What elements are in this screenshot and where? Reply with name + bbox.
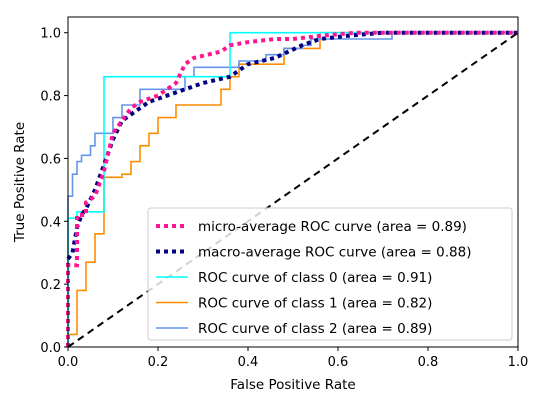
legend-label-2: ROC curve of class 0 (area = 0.91): [198, 270, 432, 286]
series-line-2: [67, 31, 518, 347]
legend-label-4: ROC curve of class 2 (area = 0.89): [198, 321, 432, 337]
y-tick-label: 0.6: [40, 152, 61, 167]
series-line-4: [67, 31, 518, 347]
x-tick-label: 0.6: [328, 355, 349, 370]
legend-label-1: macro-average ROC curve (area = 0.88): [198, 245, 471, 261]
y-tick-label: 0.0: [40, 341, 61, 356]
legend-label-0: micro-average ROC curve (area = 0.89): [198, 219, 467, 235]
series-line-5: [67, 31, 519, 348]
x-tick-label: 0.0: [58, 355, 79, 370]
x-tick-label: 0.4: [238, 355, 259, 370]
plot-lines: [66, 30, 519, 348]
x-tick-label: 0.8: [418, 355, 439, 370]
y-tick-label: 0.8: [40, 90, 61, 105]
x-tick-label: 1.0: [508, 355, 529, 370]
axis-ticks: 0.0 0.2 0.4 0.6 0.8 1.0 0.0 0.2 0.4 0.6 0.8 1.0: [40, 27, 528, 370]
plot-frame: [67, 16, 519, 348]
series-line-0: [66, 30, 518, 347]
y-axis-label: True Positive Rate: [12, 122, 28, 243]
y-tick-label: 0.4: [40, 215, 61, 230]
series-line-1: [66, 30, 518, 347]
x-axis-label: False Positive Rate: [230, 377, 355, 393]
legend-box: [147, 207, 513, 341]
legend: micro-average ROC curve (area = 0.89) mac…: [147, 207, 513, 341]
x-tick-label: 0.2: [148, 355, 169, 370]
legend-label-3: ROC curve of class 1 (area = 0.82): [198, 296, 432, 312]
series-line-3: [67, 31, 518, 347]
y-tick-label: 1.0: [40, 27, 61, 42]
y-tick-label: 0.2: [40, 278, 61, 293]
